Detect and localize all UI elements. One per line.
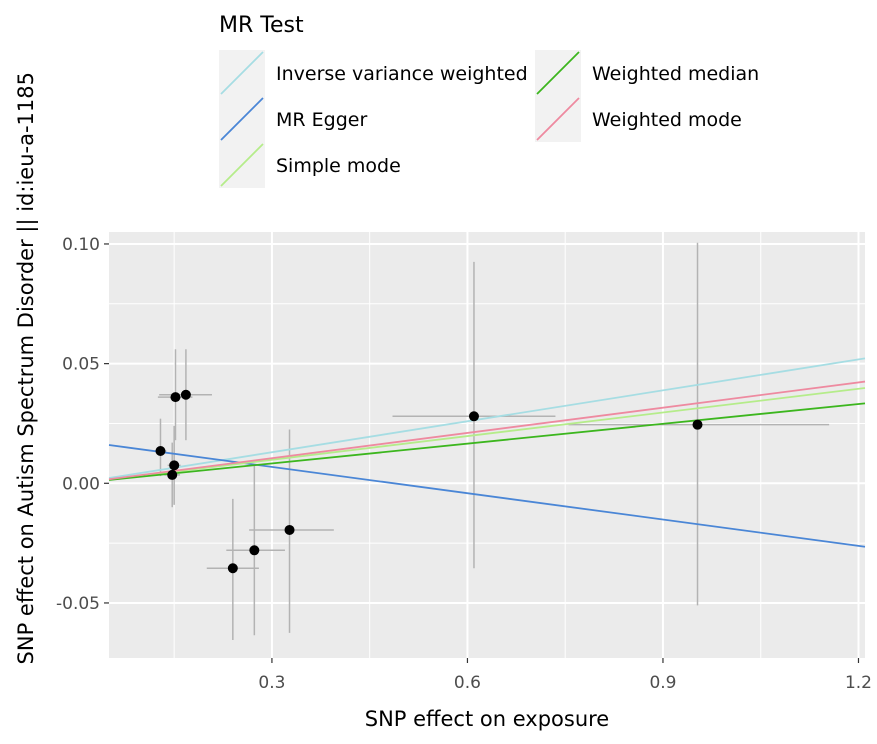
legend-keys: Inverse variance weighted MR Egger Simple …: [219, 50, 759, 188]
legend-key-line: [536, 51, 580, 95]
y-tick-label: 0.10: [62, 235, 100, 255]
legend-item-weighted-median: Weighted median: [535, 50, 759, 96]
regression-lines: [108, 357, 866, 548]
plot-panel: [109, 232, 865, 658]
legend-key-line: [220, 143, 264, 187]
data-point: [468, 411, 479, 422]
legend-item-weighted-mode: Weighted mode: [535, 96, 742, 142]
y-tick-label: -0.05: [56, 594, 100, 614]
y-axis-ticks: -0.05 0.00 0.05 0.10: [56, 235, 109, 614]
legend-item-mr-egger: MR Egger: [219, 96, 367, 142]
grid: [109, 232, 865, 658]
data-point: [167, 469, 178, 480]
x-tick-label: 1.2: [845, 673, 872, 693]
data-point: [180, 389, 191, 400]
legend-key-line: [220, 97, 264, 141]
legend-title: MR Test: [219, 13, 304, 38]
y-tick-label: 0.00: [62, 474, 100, 494]
data-points: [155, 389, 703, 574]
legend-label: Inverse variance weighted: [276, 63, 528, 85]
legend-label: Weighted median: [592, 63, 759, 85]
line-inverse-variance-weighted: [108, 357, 866, 479]
legend-key-line: [536, 97, 580, 141]
x-tick-label: 0.9: [649, 673, 676, 693]
legend-item-simple-mode: Simple mode: [219, 142, 401, 188]
x-axis-ticks: 0.3 0.6 0.9 1.2: [258, 658, 872, 693]
data-point: [692, 419, 703, 430]
y-tick-label: 0.05: [62, 355, 100, 375]
x-tick-label: 0.6: [454, 673, 481, 693]
legend-label: Weighted mode: [592, 109, 742, 131]
data-point: [284, 524, 295, 535]
data-point: [170, 392, 181, 403]
line-weighted-mode: [108, 380, 866, 481]
legend-item-inverse-variance-weighted: Inverse variance weighted: [219, 50, 528, 96]
x-tick-label: 0.3: [258, 673, 285, 693]
y-axis-label: SNP effect on Autism Spectrum Disorder |…: [14, 72, 39, 664]
data-point: [227, 563, 238, 574]
legend-key-line: [220, 51, 264, 95]
line-weighted-median: [108, 402, 866, 481]
line-mr-egger: [108, 444, 866, 548]
y-axis-label-clip: SNP effect on Autism Spectrum Disorder |…: [14, 72, 39, 664]
data-point: [155, 445, 166, 456]
legend-label: MR Egger: [276, 109, 367, 131]
line-simple-mode: [108, 387, 866, 481]
x-axis-label: SNP effect on exposure: [365, 707, 609, 731]
data-point: [169, 460, 180, 471]
data-point: [249, 545, 260, 556]
legend-label: Simple mode: [276, 155, 401, 177]
legend: MR Test Inverse variance weighted MR Egge…: [219, 13, 759, 188]
